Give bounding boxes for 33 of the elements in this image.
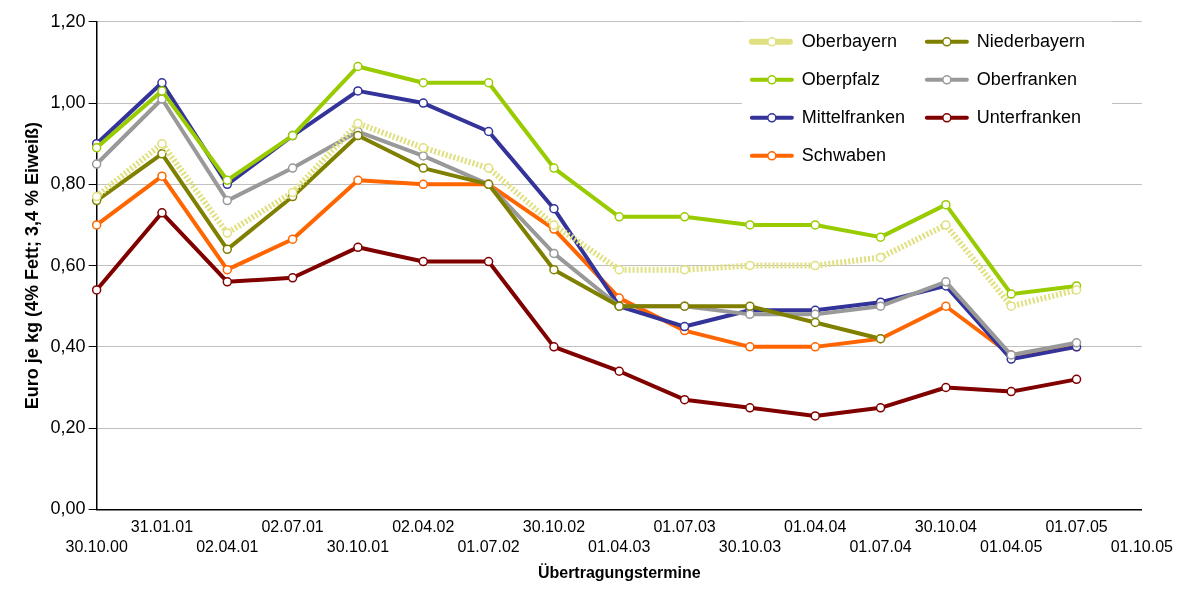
x-tick-label: 30.10.03 <box>718 537 782 555</box>
x-tick-label: 01.04.05 <box>980 537 1043 555</box>
x-tick-label: 01.10.05 <box>1110 537 1174 555</box>
x-tick-label: 30.10.02 <box>522 518 586 536</box>
x-tick-label: 01.07.02 <box>457 537 520 555</box>
x-tick-label: 02.04.01 <box>196 537 259 555</box>
legend-label: Unterfranken <box>976 106 1081 127</box>
legend-label: Mittelfranken <box>801 106 905 127</box>
y-tick-label: 0,80 <box>50 173 86 194</box>
y-tick-label: 0,20 <box>50 417 86 438</box>
legend-label: Oberpfalz <box>801 68 880 89</box>
x-tick-label: 30.10.00 <box>65 537 128 555</box>
x-tick-label: 02.04.02 <box>392 518 455 536</box>
x-axis-title: Übertragungstermine <box>537 562 701 581</box>
x-tick-label: 01.04.03 <box>588 537 651 555</box>
y-tick-label: 0,60 <box>50 254 86 275</box>
x-tick-label: 31.01.01 <box>130 518 194 536</box>
x-tick-label: 01.07.03 <box>653 518 716 536</box>
legend-label: Schwaben <box>801 144 886 165</box>
x-tick-label: 01.04.04 <box>784 518 847 536</box>
x-tick-label: 02.07.01 <box>261 518 324 536</box>
legend-label: Oberbayern <box>801 30 897 51</box>
y-tick-label: 1,20 <box>50 10 86 31</box>
x-tick-label: 30.10.04 <box>914 518 978 536</box>
legend-label: Niederbayern <box>976 30 1085 51</box>
y-tick-label: 0,40 <box>50 335 86 356</box>
x-tick-label: 01.07.05 <box>1045 518 1108 536</box>
x-tick-label: 30.10.01 <box>326 537 390 555</box>
y-axis-title: Euro je kg (4% Fett; 3,4 % Eiweiß) <box>21 122 42 410</box>
y-tick-label: 0,00 <box>50 498 86 519</box>
legend-label: Oberfranken <box>976 68 1077 89</box>
x-tick-label: 01.07.04 <box>849 537 912 555</box>
y-tick-label: 1,00 <box>50 92 86 113</box>
